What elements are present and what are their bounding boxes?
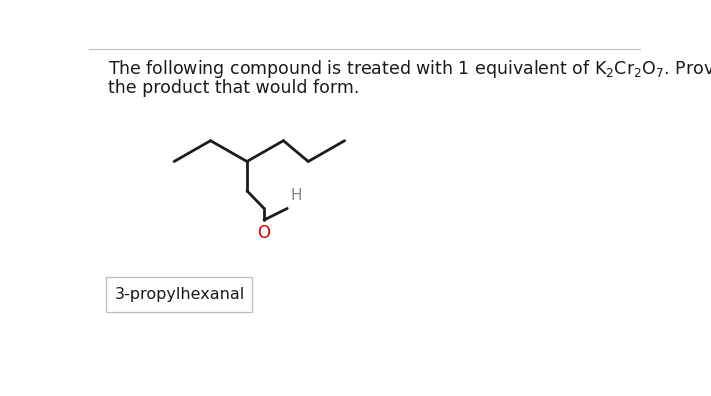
Text: H: H (290, 188, 302, 203)
FancyBboxPatch shape (106, 277, 252, 312)
Text: The following compound is treated with 1 equivalent of $\mathregular{K_2Cr_2O_7}: The following compound is treated with 1… (108, 58, 711, 80)
Text: 3-propylhexanal: 3-propylhexanal (115, 287, 245, 302)
Text: O: O (257, 224, 270, 242)
Text: the product that would form.: the product that would form. (108, 79, 360, 97)
